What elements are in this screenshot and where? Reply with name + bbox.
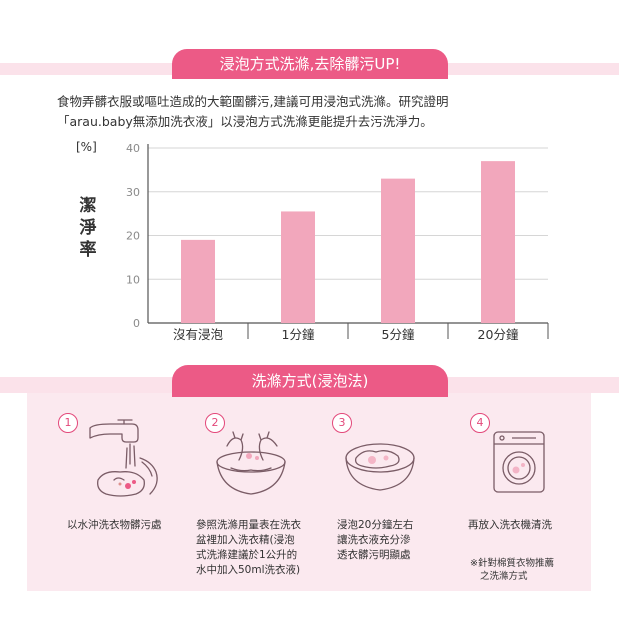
y-axis-label-char: 率 bbox=[79, 240, 97, 260]
cotton-note: ※針對棉質衣物推薦 之洗滌方式 bbox=[470, 557, 554, 583]
step-3-line-2: 讓洗衣液充分滲 bbox=[337, 534, 411, 546]
y-axis-label-char: 淨 bbox=[79, 218, 97, 238]
intro-line-1: 食物弄髒衣服或嘔吐造成的大範圍髒污,建議可用浸泡式洗滌。研究證明 bbox=[57, 94, 449, 109]
y-tick-label: 20 bbox=[126, 230, 140, 243]
page-title: 浸泡方式洗滌,去除髒污UP! bbox=[172, 49, 448, 79]
faucet-rinse-icon bbox=[89, 419, 158, 497]
step-1-number: 1 bbox=[58, 413, 78, 433]
step-1-line-1: 以水沖洗衣物髒污處 bbox=[67, 519, 162, 531]
step-4-text: 再放入洗衣機清洗 bbox=[468, 518, 552, 533]
step-3-line-3: 透衣髒污明顯處 bbox=[337, 549, 411, 561]
intro-line-2: 「arau.baby無添加洗衣液」以浸泡方式洗滌更能提升去污洗淨力。 bbox=[57, 114, 433, 129]
soaking-basin-icon bbox=[345, 443, 415, 491]
step-2-line-4: 水中加入50ml洗衣液) bbox=[196, 564, 301, 576]
x-tick-label: 5分鐘 bbox=[382, 327, 415, 342]
washing-machine-icon bbox=[493, 431, 545, 493]
bar-4 bbox=[481, 161, 515, 323]
y-axis-label-char: 潔 bbox=[79, 196, 97, 216]
x-tick-label: 1分鐘 bbox=[282, 327, 315, 342]
intro-text: 食物弄髒衣服或嘔吐造成的大範圍髒污,建議可用浸泡式洗滌。研究證明 「arau.b… bbox=[57, 92, 577, 132]
step-1-text: 以水沖洗衣物髒污處 bbox=[67, 518, 162, 533]
step-2-line-1: 參照洗滌用量表在洗衣 bbox=[196, 519, 301, 531]
step-2-number: 2 bbox=[205, 413, 225, 433]
step-2-text: 參照洗滌用量表在洗衣 盆裡加入洗衣精(浸泡 式洗滌建議於1公升的 水中加入50m… bbox=[196, 518, 301, 578]
y-tick-label: 40 bbox=[126, 142, 140, 155]
y-tick-label: 0 bbox=[133, 317, 140, 330]
basin-hands-icon bbox=[216, 431, 286, 495]
method-title: 洗滌方式(浸泡法) bbox=[172, 365, 448, 397]
bar-2 bbox=[281, 211, 315, 323]
note-line-2: 之洗滌方式 bbox=[480, 571, 528, 582]
bar-3 bbox=[381, 178, 415, 323]
step-2-line-3: 式洗滌建議於1公升的 bbox=[196, 549, 298, 561]
chart-y-axis-label: 潔淨率 bbox=[78, 195, 98, 261]
y-tick-label: 30 bbox=[126, 186, 140, 199]
step-4-number: 4 bbox=[470, 413, 490, 433]
step-2-line-2: 盆裡加入洗衣精(浸泡 bbox=[196, 534, 295, 546]
y-tick-label: 10 bbox=[126, 273, 140, 286]
chart-unit-label: [%] bbox=[76, 140, 97, 154]
note-line-1: ※針對棉質衣物推薦 bbox=[470, 558, 554, 569]
step-3-text: 浸泡20分鐘左右 讓洗衣液充分滲 透衣髒污明顯處 bbox=[337, 518, 413, 563]
cleanliness-bar-chart: 0 10 20 30 40 沒有浸泡 1分鐘 5分鐘 20分鐘 bbox=[126, 142, 549, 342]
step-3-number: 3 bbox=[332, 413, 352, 433]
x-tick-label: 20分鐘 bbox=[478, 327, 519, 342]
step-3-line-1: 浸泡20分鐘左右 bbox=[337, 519, 414, 531]
x-tick-label: 沒有浸泡 bbox=[173, 327, 224, 342]
step-4-line-1: 再放入洗衣機清洗 bbox=[468, 519, 552, 531]
bar-1 bbox=[181, 239, 215, 323]
